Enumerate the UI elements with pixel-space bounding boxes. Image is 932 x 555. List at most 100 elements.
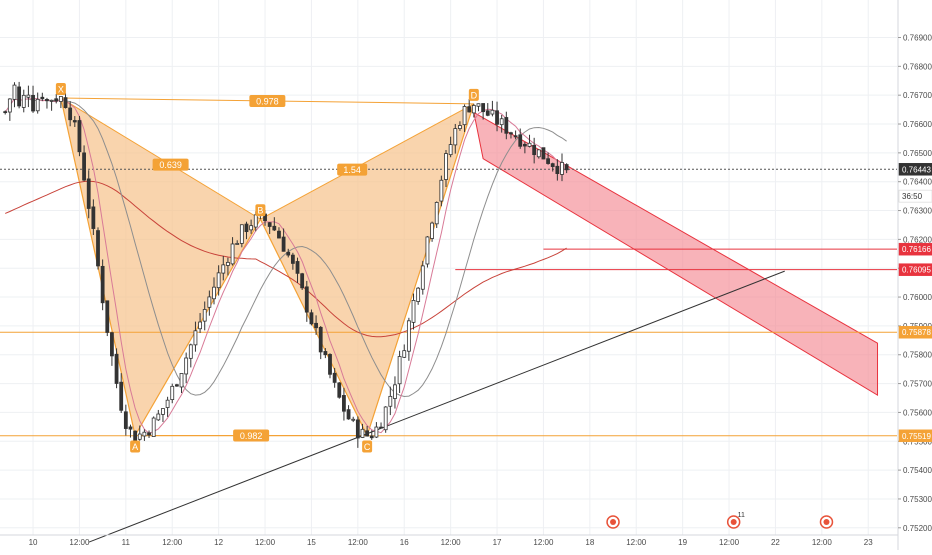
price-label-text: 0.76095 [902, 266, 931, 275]
candle-body [174, 384, 179, 387]
candle-body [170, 385, 175, 400]
candle-body [379, 426, 383, 429]
price-label-badge: 36:50 [898, 189, 932, 203]
price-tick-label: 0.75400 [903, 466, 932, 475]
event-icon-dot[interactable] [610, 519, 617, 525]
candle [444, 149, 448, 187]
candle-body [430, 222, 434, 239]
pattern-ratio-label-bg [337, 163, 368, 176]
candle-body [309, 312, 314, 325]
event-icon-dot[interactable] [730, 519, 737, 525]
candle [161, 408, 165, 423]
candle [369, 430, 374, 440]
candle [476, 103, 481, 112]
candle [388, 386, 393, 416]
candle [383, 406, 388, 433]
candle-body [188, 344, 193, 359]
candle-body [337, 382, 342, 398]
candle [272, 217, 277, 232]
time-tick-label: 12:00 [441, 538, 462, 547]
candle-body [156, 413, 161, 421]
candle-body [54, 98, 59, 102]
price-label-bg [898, 263, 932, 276]
candle [267, 222, 272, 234]
candle-body [290, 254, 295, 264]
candle-body [100, 265, 105, 304]
candle-body [499, 118, 504, 126]
candle-body [323, 351, 328, 356]
candle [304, 280, 309, 322]
candle [290, 252, 295, 270]
candle-body [239, 224, 244, 244]
candle [309, 309, 314, 326]
price-tick-label: 0.75300 [903, 495, 932, 504]
event-icon[interactable]: 11 [726, 512, 745, 529]
candle [128, 424, 133, 438]
candle [323, 348, 328, 359]
candle-body [21, 94, 26, 108]
candle-body [509, 132, 513, 135]
time-tick-label: 22 [771, 538, 780, 547]
candle [462, 104, 467, 133]
price-tick-label: 0.76000 [903, 293, 932, 302]
price-tick-label: 0.75200 [903, 524, 932, 533]
pattern-ratio-label: 1.54 [337, 163, 368, 176]
candle [541, 147, 546, 160]
candle-body [267, 222, 272, 227]
pattern-ratio-label-bg [233, 429, 270, 442]
time-tick-label: 12:00 [69, 538, 90, 547]
pattern-point-label-text: C [364, 442, 371, 452]
candle [7, 98, 12, 121]
flag-icon-dot[interactable] [823, 519, 830, 525]
candle [12, 82, 17, 108]
candle [495, 101, 499, 132]
candle-body [420, 265, 425, 290]
candle [184, 352, 189, 384]
pattern-point-label-bg [362, 440, 373, 453]
candle-body [476, 103, 481, 107]
candle [35, 92, 40, 114]
candle-body [332, 372, 337, 383]
candle-body [434, 202, 439, 225]
time-tick-label: 16 [400, 538, 409, 547]
candle [346, 405, 351, 420]
candle [3, 110, 8, 115]
candle-body [346, 409, 351, 420]
candle-body [119, 381, 124, 411]
price-tick-label: 0.76200 [903, 235, 932, 244]
pattern-ratio-line [60, 97, 261, 220]
candle-body [560, 162, 564, 175]
flag-icon[interactable] [819, 515, 834, 529]
candle [522, 141, 527, 154]
candle [351, 416, 356, 423]
candle [374, 422, 379, 438]
candle [481, 103, 486, 120]
time-tick-label: 12:00 [626, 538, 647, 547]
candle [63, 93, 68, 109]
candle-body [300, 273, 305, 289]
candle [458, 121, 462, 131]
candle [471, 103, 476, 118]
candle [365, 425, 370, 437]
candle-body [281, 236, 286, 252]
pattern-point-label-bg [255, 204, 266, 217]
candle-body [165, 399, 170, 408]
event-icon[interactable] [606, 515, 620, 529]
candle-body [277, 230, 281, 239]
candle-body [467, 106, 472, 113]
candle-layer [3, 81, 569, 448]
price-tick-label: 0.76400 [903, 178, 932, 187]
candle-body [342, 395, 346, 412]
candle [54, 93, 59, 104]
candle-body [369, 435, 374, 439]
candle-body [179, 373, 184, 388]
ma-layer [4, 98, 567, 434]
candle [174, 383, 179, 387]
candle-body [383, 406, 388, 431]
candle-body [35, 98, 40, 112]
candle [193, 321, 198, 352]
candle [518, 128, 523, 149]
candle-body [230, 243, 235, 265]
pattern-ratio-label-text: 1.54 [343, 165, 361, 175]
